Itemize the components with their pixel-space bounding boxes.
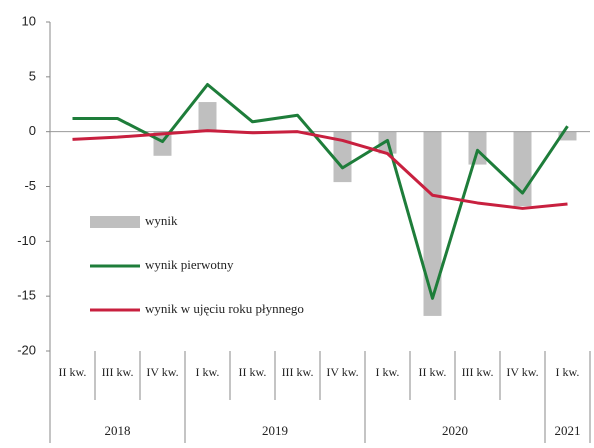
y-tick-label: -15	[17, 288, 36, 303]
x-tick-label: III kw.	[462, 365, 494, 379]
x-tick-label: IV kw.	[326, 365, 358, 379]
x-tick-label: I kw.	[376, 365, 400, 379]
x-tick-label: II kw.	[419, 365, 447, 379]
x-tick-label: III kw.	[282, 365, 314, 379]
y-tick-label: -10	[17, 233, 36, 248]
x-tick-label: IV kw.	[506, 365, 538, 379]
group-label: 2020	[442, 423, 468, 438]
group-label: 2021	[555, 423, 581, 438]
bar	[513, 131, 532, 207]
y-tick-label: 5	[29, 68, 36, 83]
bar	[468, 131, 487, 165]
legend-label: wynik pierwotny	[145, 257, 234, 272]
group-label: 2018	[105, 423, 131, 438]
x-tick-label: III kw.	[102, 365, 134, 379]
x-tick-label: II kw.	[239, 365, 267, 379]
x-tick-label: II kw.	[59, 365, 87, 379]
y-tick-label: 10	[22, 13, 36, 28]
x-tick-label: I kw.	[196, 365, 220, 379]
legend-label: wynik	[145, 213, 178, 228]
bar	[198, 102, 217, 132]
legend-label: wynik w ujęciu roku płynnego	[145, 301, 304, 316]
legend-swatch	[90, 216, 140, 228]
line	[72, 83, 569, 300]
bar	[333, 131, 352, 183]
y-tick-label: -20	[17, 342, 36, 357]
line	[72, 129, 568, 210]
y-tick-label: -5	[24, 178, 36, 193]
y-tick-label: 0	[29, 123, 36, 138]
bar	[423, 131, 442, 316]
x-tick-label: IV kw.	[146, 365, 178, 379]
x-tick-label: I kw.	[556, 365, 580, 379]
bar	[558, 131, 577, 141]
group-label: 2019	[262, 423, 288, 438]
